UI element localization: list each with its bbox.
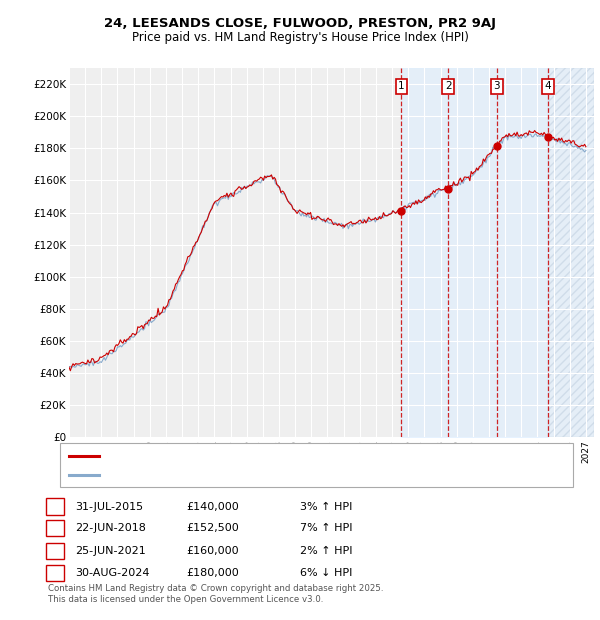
Text: 3% ↑ HPI: 3% ↑ HPI <box>300 502 352 512</box>
Text: 24, LEESANDS CLOSE, FULWOOD, PRESTON, PR2 9AJ (semi-detached house): 24, LEESANDS CLOSE, FULWOOD, PRESTON, PR… <box>105 451 479 461</box>
Text: 24, LEESANDS CLOSE, FULWOOD, PRESTON, PR2 9AJ: 24, LEESANDS CLOSE, FULWOOD, PRESTON, PR… <box>104 17 496 30</box>
Text: 6% ↓ HPI: 6% ↓ HPI <box>300 568 352 578</box>
Text: 31-JUL-2015: 31-JUL-2015 <box>75 502 143 512</box>
Text: £160,000: £160,000 <box>186 546 239 556</box>
Text: 30-AUG-2024: 30-AUG-2024 <box>75 568 149 578</box>
Text: £180,000: £180,000 <box>186 568 239 578</box>
Text: HPI: Average price, semi-detached house, Preston: HPI: Average price, semi-detached house,… <box>105 469 349 479</box>
Text: £140,000: £140,000 <box>186 502 239 512</box>
Text: 2: 2 <box>52 523 59 533</box>
Text: Contains HM Land Registry data © Crown copyright and database right 2025.
This d: Contains HM Land Registry data © Crown c… <box>48 583 383 604</box>
Text: Price paid vs. HM Land Registry's House Price Index (HPI): Price paid vs. HM Land Registry's House … <box>131 31 469 44</box>
Text: 2% ↑ HPI: 2% ↑ HPI <box>300 546 353 556</box>
Text: 1: 1 <box>52 502 59 512</box>
Text: 3: 3 <box>493 81 500 91</box>
Text: 7% ↑ HPI: 7% ↑ HPI <box>300 523 353 533</box>
Text: 1: 1 <box>398 81 405 91</box>
Text: 4: 4 <box>545 81 551 91</box>
Text: 3: 3 <box>52 546 59 556</box>
Text: 2: 2 <box>445 81 451 91</box>
Text: £152,500: £152,500 <box>186 523 239 533</box>
Text: 22-JUN-2018: 22-JUN-2018 <box>75 523 146 533</box>
Text: 4: 4 <box>52 568 59 578</box>
Text: 25-JUN-2021: 25-JUN-2021 <box>75 546 146 556</box>
